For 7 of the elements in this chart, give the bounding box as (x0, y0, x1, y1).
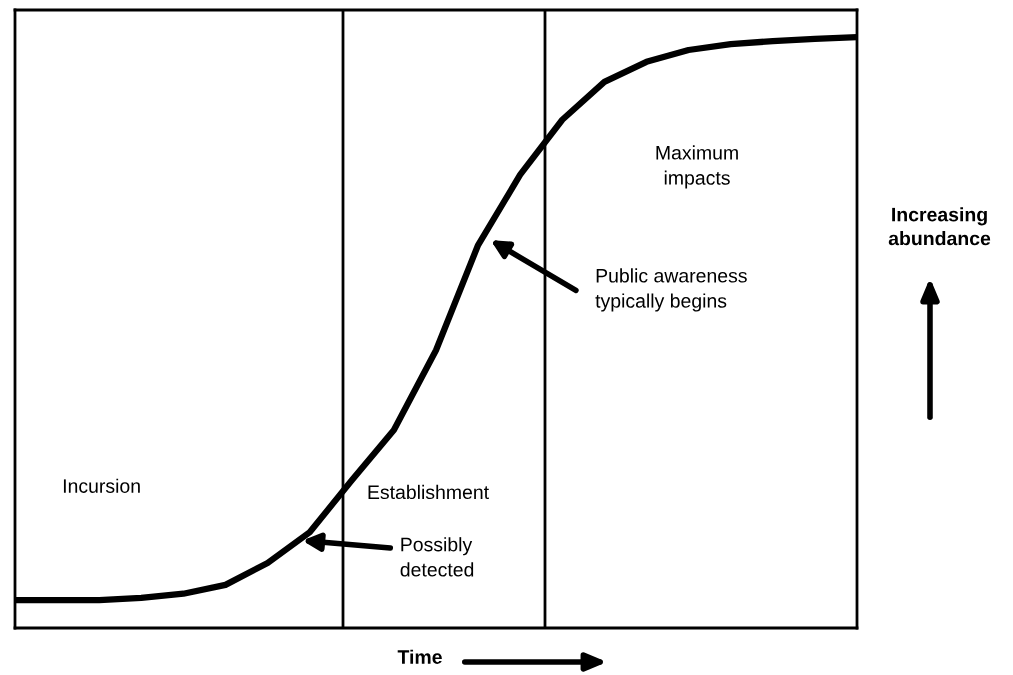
annotation: Incursion (63, 478, 140, 493)
x-axis-title: Time (397, 649, 442, 664)
annotation: Possibly detected (400, 537, 474, 577)
annotation: Maximum impacts (656, 145, 738, 189)
y-axis-title: Increasing abundance (888, 207, 991, 246)
annotation: Establishment (368, 484, 489, 500)
annotation: Public awareness typically begins (595, 268, 747, 312)
